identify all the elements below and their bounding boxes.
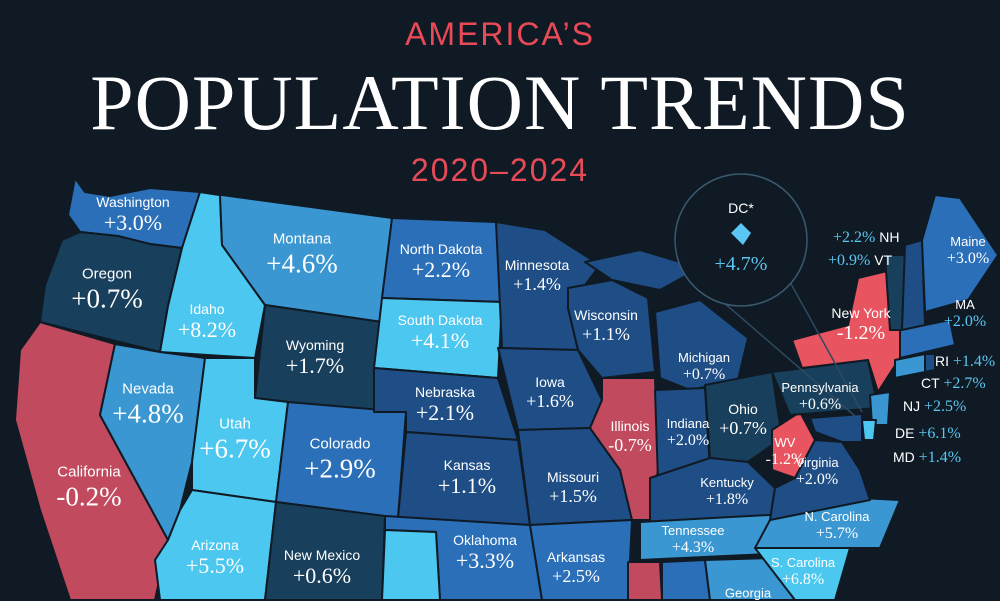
- state-delaware: [862, 420, 876, 440]
- new-hampshire-abbr: NH: [879, 229, 899, 245]
- row-new-hampshire: +2.2% NH: [833, 229, 899, 247]
- state-new-hampshire: [902, 240, 925, 330]
- new-jersey-abbr: NJ: [903, 398, 920, 414]
- state-ohio: [705, 372, 782, 462]
- row-vermont: +0.9% VT: [828, 252, 892, 270]
- connecticut-abbr: CT: [921, 375, 939, 391]
- row-new-jersey: NJ +2.5%: [903, 398, 966, 416]
- state-arkansas: [530, 520, 632, 600]
- vermont-value: +0.9%: [828, 252, 870, 269]
- title-line-1: AMERICA’S: [0, 16, 1000, 53]
- delaware-value: +6.1%: [918, 425, 960, 442]
- title-years: 2020–2024: [0, 152, 1000, 189]
- row-delaware: DE +6.1%: [895, 425, 961, 443]
- state-south-dakota: [374, 298, 502, 378]
- state-texas: [382, 530, 440, 600]
- row-connecticut: CT +2.7%: [921, 375, 986, 393]
- new-jersey-value: +2.5%: [924, 398, 966, 415]
- state-pennsylvania: [772, 360, 878, 415]
- state-rhode-island: [925, 354, 935, 372]
- new-hampshire-value: +2.2%: [833, 229, 875, 246]
- state-alabama: [662, 560, 710, 600]
- rhode-island-value: +1.4%: [953, 353, 995, 370]
- state-maryland: [810, 414, 862, 442]
- row-rhode-island: RI +1.4%: [935, 353, 995, 371]
- state-mississippi: [628, 562, 662, 600]
- delaware-abbr: DE: [895, 425, 914, 441]
- row-maryland: MD +1.4%: [893, 449, 961, 467]
- state-michigan: [655, 300, 748, 390]
- page-title: POPULATION TRENDS: [0, 58, 1000, 148]
- state-north-dakota: [382, 218, 502, 302]
- state-maine: [922, 195, 998, 312]
- maryland-abbr: MD: [893, 449, 915, 465]
- dc-value: +4.7%: [715, 253, 768, 276]
- rhode-island-abbr: RI: [935, 353, 949, 369]
- vermont-abbr: VT: [874, 252, 892, 268]
- state-colorado: [276, 402, 406, 518]
- maryland-value: +1.4%: [919, 449, 961, 466]
- state-kansas: [398, 432, 530, 525]
- connecticut-value: +2.7%: [943, 375, 985, 392]
- state-new-mexico: [265, 502, 385, 600]
- dc-name: DC*: [728, 200, 754, 216]
- state-wyoming: [255, 305, 382, 412]
